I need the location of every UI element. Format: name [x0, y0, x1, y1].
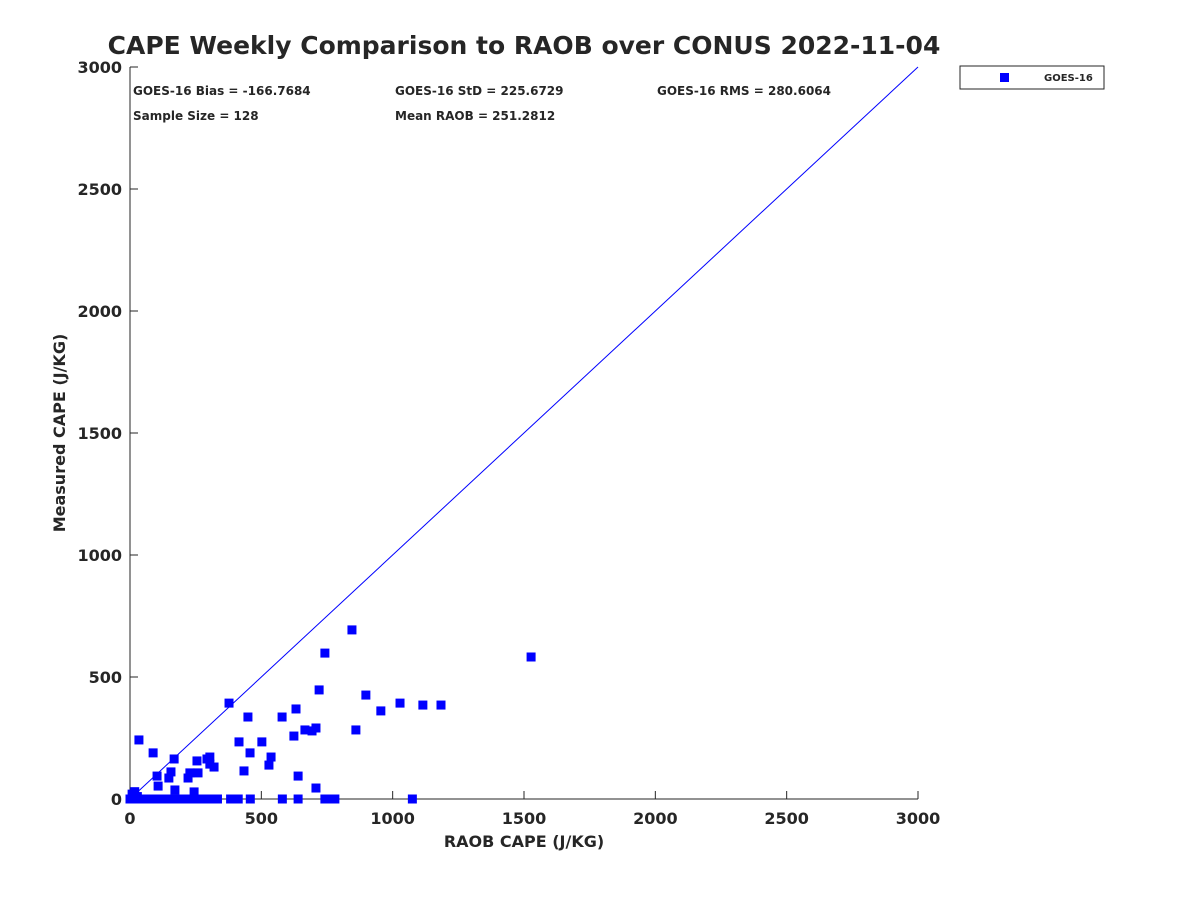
data-point [192, 756, 202, 766]
data-point [311, 723, 321, 733]
data-point [300, 725, 310, 735]
data-point [436, 700, 446, 710]
y-tick-label: 3000 [77, 58, 122, 77]
data-point [314, 685, 324, 695]
data-point [153, 781, 163, 791]
legend-label: GOES-16 [1044, 73, 1093, 84]
data-point [189, 787, 199, 797]
data-point [212, 794, 222, 804]
data-point [277, 712, 287, 722]
data-point [266, 752, 276, 762]
data-point [203, 794, 213, 804]
stat-label: GOES-16 StD = 225.6729 [395, 84, 564, 98]
data-point [185, 768, 195, 778]
y-axis-label: Measured CAPE (J/KG) [50, 334, 69, 533]
data-point [239, 766, 249, 776]
x-axis-label: RAOB CAPE (J/KG) [444, 832, 604, 851]
data-point [245, 748, 255, 758]
data-point [320, 648, 330, 658]
x-tick-label: 0 [124, 809, 135, 828]
stat-label: GOES-16 RMS = 280.6064 [657, 84, 831, 98]
x-tick-label: 1000 [370, 809, 415, 828]
data-point [257, 737, 267, 747]
data-point [243, 712, 253, 722]
data-point [205, 752, 215, 762]
data-point [293, 794, 303, 804]
stat-label: Sample Size = 128 [133, 109, 259, 123]
data-point [166, 767, 176, 777]
y-tick-label: 1500 [77, 424, 122, 443]
data-point [226, 794, 236, 804]
data-point [169, 754, 179, 764]
data-point [148, 748, 158, 758]
data-point [311, 783, 321, 793]
x-tick-label: 1500 [502, 809, 547, 828]
data-point [164, 773, 174, 783]
y-tick-label: 2500 [77, 180, 122, 199]
data-point [330, 794, 340, 804]
data-point [183, 773, 193, 783]
y-tick-label: 500 [89, 668, 122, 687]
data-point [209, 762, 219, 772]
data-point [233, 794, 243, 804]
data-point [264, 760, 274, 770]
data-point [224, 698, 234, 708]
x-tick-label: 2500 [764, 809, 809, 828]
data-point [325, 794, 335, 804]
data-point [245, 794, 255, 804]
data-point [132, 792, 142, 802]
data-point [526, 652, 536, 662]
data-point [361, 690, 371, 700]
data-point [376, 706, 386, 716]
data-point [347, 625, 357, 635]
x-tick-label: 500 [245, 809, 278, 828]
y-tick-label: 0 [111, 790, 122, 809]
data-point [320, 794, 330, 804]
data-point [293, 771, 303, 781]
x-tick-label: 3000 [896, 809, 941, 828]
data-point [351, 725, 361, 735]
data-point [234, 737, 244, 747]
data-point [152, 771, 162, 781]
data-point [193, 768, 203, 778]
data-point [291, 704, 301, 714]
stat-label: GOES-16 Bias = -166.7684 [133, 84, 311, 98]
data-point [277, 794, 287, 804]
data-point [289, 731, 299, 741]
one-to-one-line [129, 66, 919, 800]
data-point [407, 794, 417, 804]
chart-title: CAPE Weekly Comparison to RAOB over CONU… [108, 31, 941, 60]
data-point [418, 700, 428, 710]
data-point [134, 735, 144, 745]
data-point [395, 698, 405, 708]
data-point [170, 785, 180, 795]
data-point [130, 787, 140, 797]
stat-label: Mean RAOB = 251.2812 [395, 109, 555, 123]
data-point [191, 794, 201, 804]
legend-marker [1000, 73, 1009, 82]
x-tick-label: 2000 [633, 809, 678, 828]
y-tick-label: 1000 [77, 546, 122, 565]
data-point [162, 794, 172, 804]
legend: GOES-16 [959, 65, 1105, 90]
y-tick-label: 2000 [77, 302, 122, 321]
